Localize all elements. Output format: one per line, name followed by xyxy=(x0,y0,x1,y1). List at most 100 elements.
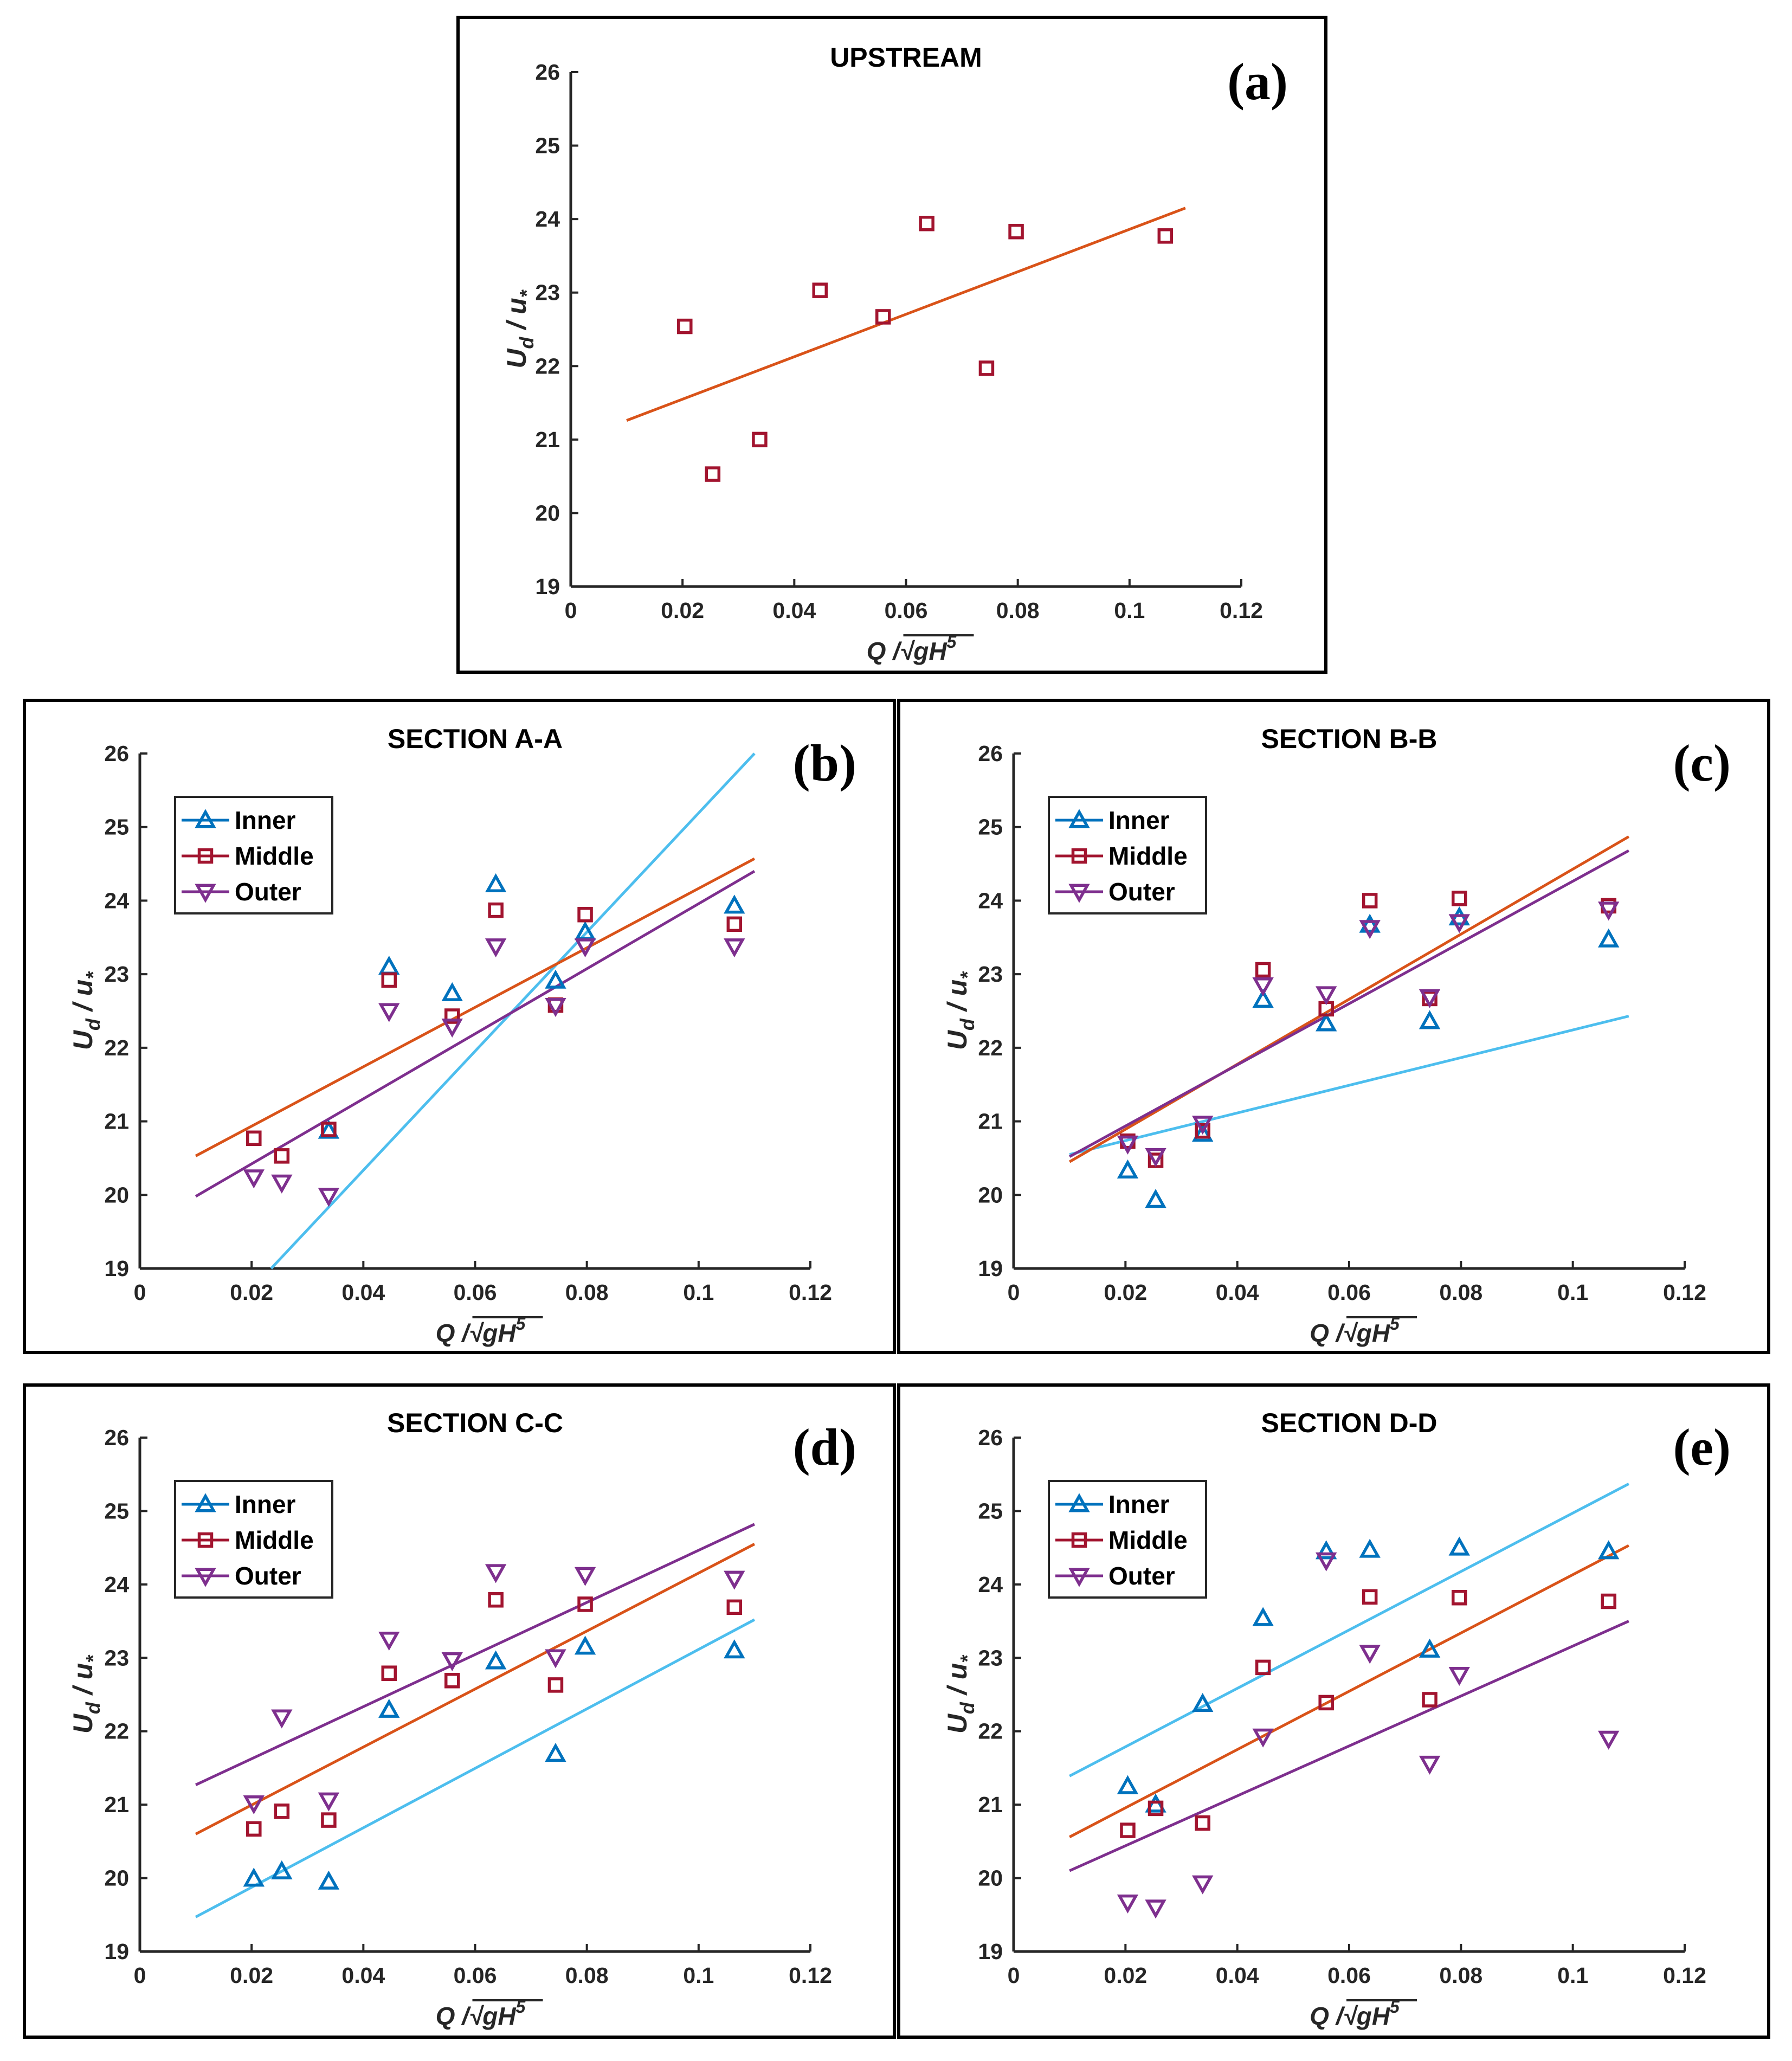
data-point-outer xyxy=(574,1567,596,1586)
y-tick-label: 19 xyxy=(978,1256,1003,1281)
data-point-inner xyxy=(1145,1189,1166,1208)
legend-label: Inner xyxy=(1108,806,1170,834)
x-tick-label: 0.02 xyxy=(661,598,704,623)
data-point-outer xyxy=(441,1019,463,1038)
y-tick-label: 23 xyxy=(978,962,1003,987)
x-tick-label: 0.12 xyxy=(789,1280,832,1305)
x-tick-label: 0.02 xyxy=(1104,1963,1147,1988)
legend-label: Inner xyxy=(235,806,296,834)
y-tick-label: 23 xyxy=(535,280,560,305)
y-tick-label: 21 xyxy=(978,1109,1003,1134)
data-point-middle xyxy=(677,318,693,334)
panel-e: 0 0.02 0.04 0.06 0.08 0.1 0.12 19 20 21 22 23 24 25 26… xyxy=(897,1383,1770,2039)
y-tick-label: 19 xyxy=(104,1939,129,1964)
data-point-middle xyxy=(1148,1800,1164,1817)
panel-frame xyxy=(23,1383,896,2039)
y-tick-label: 22 xyxy=(978,1719,1003,1744)
data-point-outer xyxy=(243,1169,265,1189)
data-point-middle xyxy=(444,1673,460,1689)
data-point-outer xyxy=(545,1649,566,1669)
legend-marker-outer xyxy=(1068,884,1090,903)
fit-line-outer xyxy=(1069,1620,1629,1872)
data-point-inner xyxy=(485,873,507,893)
legend-marker-middle xyxy=(1071,1532,1087,1548)
y-tick-label: 25 xyxy=(104,815,129,840)
chart-title: SECTION B-B xyxy=(1261,724,1438,754)
data-point-inner xyxy=(724,1639,745,1659)
y-axis-label: Ud / u* xyxy=(68,1654,104,1734)
data-point-outer xyxy=(1597,1730,1620,1750)
data-point-outer xyxy=(441,1652,463,1671)
data-point-outer xyxy=(318,1188,340,1207)
data-point-outer xyxy=(378,1003,400,1022)
data-point-inner xyxy=(1117,1159,1139,1178)
data-point-outer xyxy=(485,938,507,958)
y-tick-label: 25 xyxy=(104,1498,129,1523)
data-point-outer xyxy=(271,1709,293,1729)
data-point-outer xyxy=(378,1631,400,1651)
data-point-inner xyxy=(1192,1692,1214,1712)
panel-label: (b) xyxy=(793,734,856,792)
fit-line-outer xyxy=(195,1523,755,1786)
data-point-outer xyxy=(1419,989,1441,1008)
x-tick-label: 0.06 xyxy=(1327,1280,1371,1305)
data-point-middle xyxy=(875,309,891,325)
data-point-inner xyxy=(1359,1538,1381,1558)
data-point-outer xyxy=(545,998,566,1017)
data-point-middle xyxy=(1195,1123,1210,1139)
x-tick-label: 0.12 xyxy=(789,1963,832,1988)
y-tick-label: 26 xyxy=(978,1425,1003,1450)
data-point-inner xyxy=(1597,1540,1620,1560)
panel-frame xyxy=(23,699,896,1354)
x-tick-label: 0.12 xyxy=(1220,598,1263,623)
y-tick-label: 24 xyxy=(978,888,1003,913)
legend-label: Outer xyxy=(1108,1562,1175,1590)
x-tick-label: 0 xyxy=(565,598,577,623)
legend: Inner Middle Outer xyxy=(1048,796,1207,914)
data-point-inner xyxy=(1252,989,1274,1008)
data-point-middle xyxy=(321,1812,337,1828)
data-point-outer xyxy=(1117,1135,1139,1155)
x-tick-label: 0.08 xyxy=(1439,1963,1482,1988)
x-tick-label: 0.06 xyxy=(454,1963,497,1988)
x-tick-label: 0.08 xyxy=(1439,1280,1482,1305)
y-axis-label: Ud / u* xyxy=(501,289,538,368)
legend-marker-middle xyxy=(197,1532,214,1548)
y-tick-label: 21 xyxy=(978,1792,1003,1817)
data-point-outer xyxy=(1192,1116,1214,1135)
data-point-middle xyxy=(381,972,397,988)
data-point-outer xyxy=(1359,920,1381,939)
data-point-outer xyxy=(318,1792,340,1812)
data-point-inner xyxy=(1597,928,1620,948)
panel-frame xyxy=(456,16,1327,674)
data-point-outer xyxy=(1316,1552,1337,1571)
panel-label: (c) xyxy=(1673,734,1731,792)
data-point-inner xyxy=(271,1860,293,1879)
data-point-inner xyxy=(545,969,566,989)
fit-line-middle xyxy=(1069,1544,1629,1838)
data-point-middle xyxy=(444,1008,460,1024)
data-point-middle xyxy=(321,1122,337,1137)
legend: Inner Middle Outer xyxy=(174,1480,333,1599)
y-tick-label: 24 xyxy=(978,1572,1003,1597)
data-point-middle xyxy=(488,1592,504,1608)
panel-d: 0 0.02 0.04 0.06 0.08 0.1 0.12 19 20 21 22 23 24 25 26… xyxy=(23,1383,896,2039)
fit-line-inner xyxy=(195,1618,756,1918)
y-tick-label: 26 xyxy=(978,741,1003,766)
x-tick-label: 0.1 xyxy=(683,1280,714,1305)
data-point-middle xyxy=(919,216,934,231)
y-axis-label: Ud / u* xyxy=(68,971,104,1050)
chart-title: UPSTREAM xyxy=(830,42,982,73)
data-point-inner xyxy=(243,1867,265,1887)
x-tick-label: 0.04 xyxy=(1216,1280,1259,1305)
legend-marker-middle xyxy=(197,848,214,864)
legend-label: Middle xyxy=(235,1526,314,1554)
x-tick-label: 0 xyxy=(134,1963,146,1988)
y-tick-label: 25 xyxy=(978,815,1003,840)
y-tick-label: 23 xyxy=(104,962,129,987)
data-point-middle xyxy=(705,466,721,482)
data-point-middle xyxy=(274,1804,290,1819)
x-axis-label: Q /√gH5 xyxy=(436,1997,526,2030)
data-point-inner xyxy=(318,1870,340,1890)
legend-label: Outer xyxy=(235,1562,301,1590)
